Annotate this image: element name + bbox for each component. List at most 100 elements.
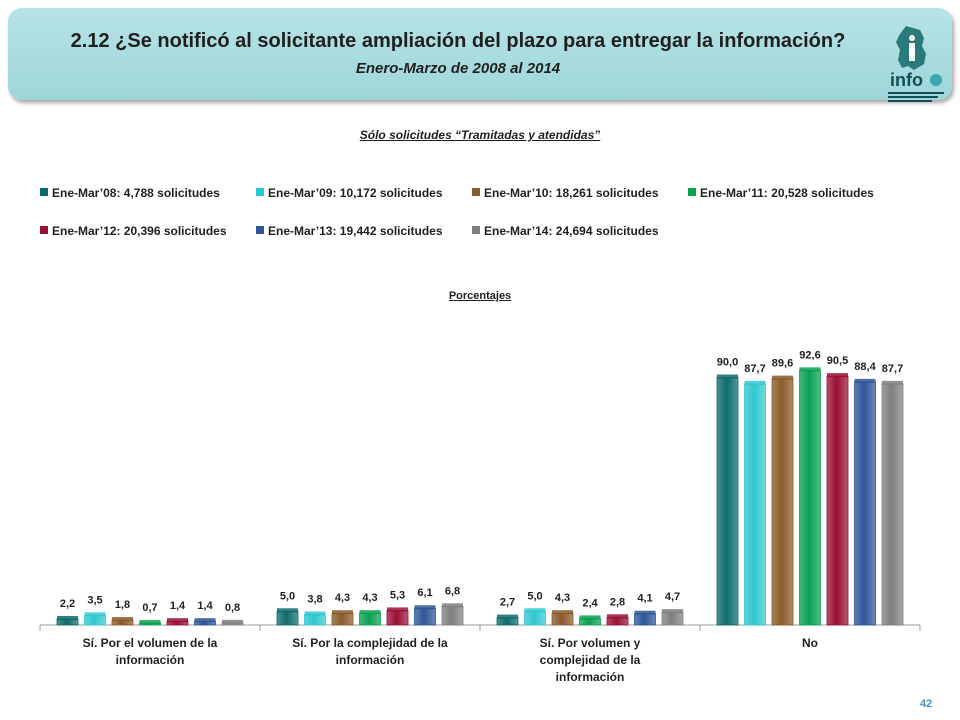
map-silhouette-icon [896,26,926,70]
bar-cap [332,610,353,615]
bar [331,612,354,626]
data-label: 89,6 [772,358,793,370]
legend-label: Ene-Mar’14: 24,694 solicitudes [484,224,659,238]
legend-item: Ene-Mar’14: 24,694 solicitudes [472,224,659,238]
data-label: 6,8 [445,585,460,597]
bar-cap [772,375,793,380]
page-title: 2.12 ¿Se notificó al solicitante ampliac… [70,30,846,52]
data-label: 2,7 [500,597,515,609]
bar-cap [387,607,408,612]
data-label: 0,7 [142,602,157,614]
bar [744,383,766,626]
legend-label: Ene-Mar’09: 10,172 solicitudes [268,186,443,200]
bar-cap [634,610,656,615]
bar-cap [304,611,326,616]
data-label: 5,0 [527,590,542,602]
bar-cap [662,609,683,614]
legend-item: Ene-Mar’12: 20,396 solicitudes [40,224,227,238]
legend-item: Ene-Mar’10: 18,261 solicitudes [472,186,659,200]
data-label: 2,2 [60,598,75,610]
data-label: 4,3 [335,592,350,604]
bar-cap [744,380,766,385]
bar [716,377,739,626]
bar [661,611,684,626]
legend-swatch [472,226,480,234]
bar [799,369,821,626]
bar-cap [607,614,628,619]
data-label: 6,1 [417,587,432,599]
bar-cap [552,610,573,615]
bar-cap [854,378,876,383]
bar [771,378,794,626]
bar [386,610,409,626]
bar [414,607,436,626]
data-label: 4,3 [362,592,377,604]
logo-text: info [890,70,923,90]
x-tick-label: Sí. Por volumen y complejidad de la inform… [540,636,641,684]
data-label: 3,5 [87,594,102,606]
legend-item: Ene-Mar’08: 4,788 solicitudes [40,186,220,200]
bar [496,617,519,626]
bar-cap [167,618,188,623]
legend-item: Ene-Mar’11: 20,528 solicitudes [688,186,874,200]
data-label: 2,4 [582,597,598,609]
data-label: 4,1 [637,593,652,605]
data-label: 2,8 [610,596,625,608]
legend-swatch [256,188,264,196]
bar-cap [882,380,903,385]
infodf-logo: info [888,26,944,102]
legend-item: Ene-Mar’13: 19,442 solicitudes [256,224,443,238]
data-label: 87,7 [744,363,765,375]
x-tick-label: Sí. Por la complejidad de la información [292,636,448,667]
bar [359,612,381,626]
data-label: 1,4 [170,600,186,612]
bar [551,612,574,626]
data-label: 1,4 [197,600,213,612]
bar-cap [194,618,216,623]
data-label: 5,3 [390,589,405,601]
y-axis-label: Porcentajes [448,290,512,302]
bar-cap [442,603,463,608]
bar [826,375,849,626]
bar [634,613,656,626]
page-number: 42 [920,698,933,710]
bar [304,614,326,626]
page-subtitle: Enero-Marzo de 2008 al 2014 [355,60,561,77]
data-label: 87,7 [882,363,903,375]
legend-swatch [688,188,696,196]
data-label: 90,0 [717,357,738,369]
bar-chart: 2,2 3,5 1,8 0,7 1,4 1,4 0,8 Sí. Por el volumen … [39,349,921,684]
data-label: 5,0 [280,590,295,602]
bar [881,383,904,626]
bar [441,605,464,626]
legend-label: Ene-Mar’10: 18,261 solicitudes [484,186,659,200]
legend-label: Ene-Mar’08: 4,788 solicitudes [52,186,220,200]
bar [606,616,629,626]
x-tick-label: No [802,636,818,650]
legend-swatch [40,226,48,234]
bar-cap [497,614,518,619]
legend-label: Ene-Mar’13: 19,442 solicitudes [268,224,443,238]
legend-label: Ene-Mar’12: 20,396 solicitudes [52,224,227,238]
bar-cap [57,615,78,620]
bar [524,610,546,626]
bar [276,610,299,626]
bar-cap [112,617,133,622]
bar-cap [414,605,436,610]
legend-swatch [256,226,264,234]
legend-label: Ene-Mar’11: 20,528 solicitudes [700,186,874,200]
legend-swatch [40,188,48,196]
data-label: 0,8 [225,602,240,614]
bar-cap [84,612,106,617]
legend-swatch [472,188,480,196]
bar-cap [139,620,161,625]
legend-item: Ene-Mar’09: 10,172 solicitudes [256,186,443,200]
bar-cap [717,374,738,379]
bar-cap [277,608,298,613]
data-label: 4,3 [555,592,570,604]
bar-cap [359,610,381,615]
x-tick-label: Sí. Por el volumen de la información [83,636,218,667]
bar-cap [222,619,243,624]
data-label: 90,5 [827,355,848,367]
data-label: 88,4 [854,361,876,373]
